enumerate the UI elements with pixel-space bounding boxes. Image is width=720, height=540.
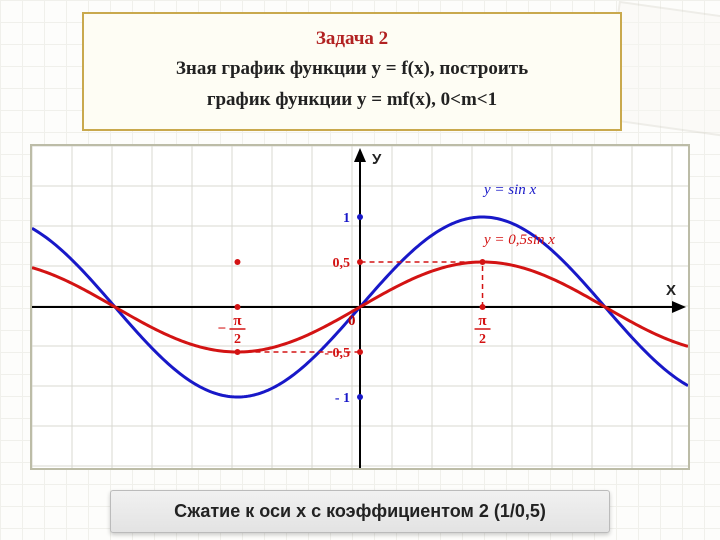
svg-text:У: У bbox=[372, 151, 382, 168]
chart-container: УХy = sin xy = 0,5sin x10,5- 0,5- 10π2−π… bbox=[30, 144, 690, 470]
svg-text:Х: Х bbox=[666, 282, 676, 299]
bottom-caption: Сжатие к оси х с коэффициентом 2 (1/0,5) bbox=[110, 490, 610, 533]
svg-text:0: 0 bbox=[348, 313, 356, 329]
svg-text:y = sin x: y = sin x bbox=[482, 182, 537, 198]
svg-text:π: π bbox=[233, 313, 242, 329]
svg-text:0,5: 0,5 bbox=[333, 256, 351, 271]
problem-title-box: Задача 2 Зная график функции у = f(x), п… bbox=[82, 12, 622, 131]
svg-text:- 0,5: - 0,5 bbox=[324, 346, 350, 361]
title-line2: Зная график функции у = f(x), построить bbox=[100, 54, 604, 84]
svg-text:y = 0,5sin x: y = 0,5sin x bbox=[482, 232, 555, 248]
svg-text:2: 2 bbox=[479, 332, 486, 347]
bottom-caption-text: Сжатие к оси х с коэффициентом 2 (1/0,5) bbox=[174, 501, 546, 521]
svg-text:1: 1 bbox=[343, 211, 350, 226]
svg-text:−: − bbox=[217, 321, 226, 337]
sine-chart: УХy = sin xy = 0,5sin x10,5- 0,5- 10π2−π… bbox=[32, 146, 688, 468]
title-line3: график функции у = mf(x), 0<m<1 bbox=[100, 85, 604, 115]
svg-text:2: 2 bbox=[234, 332, 241, 347]
svg-text:- 1: - 1 bbox=[335, 391, 350, 406]
svg-text:π: π bbox=[478, 313, 487, 329]
title-line1: Задача 2 bbox=[100, 24, 604, 54]
